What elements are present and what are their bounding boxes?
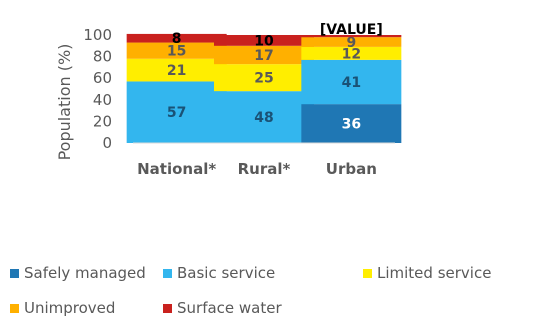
legend-label: Safely managed	[24, 264, 146, 282]
legend-swatch	[163, 268, 172, 278]
bar-segment	[214, 91, 314, 143]
legend-item: Surface water	[163, 299, 282, 317]
legend-swatch	[363, 268, 372, 278]
x-tick-label: Rural*	[238, 160, 291, 178]
y-tick-label: 0	[102, 134, 112, 152]
legend-item: Safely managed	[10, 264, 146, 282]
legend-swatch	[163, 303, 172, 313]
data-label: 25	[254, 71, 273, 87]
data-label: 10	[254, 33, 274, 49]
x-axis: National* Rural* Urban	[133, 142, 395, 178]
data-label: 21	[167, 63, 186, 79]
bar-segment	[214, 45, 314, 65]
bar-segment	[126, 58, 227, 82]
data-label: 41	[342, 75, 361, 91]
data-label: 15	[167, 44, 186, 60]
x-tick-label: Urban	[326, 160, 377, 178]
bar-segment	[126, 81, 227, 143]
bar-segment	[301, 46, 402, 60]
x-tick-label: National*	[137, 160, 216, 178]
data-label: 36	[342, 117, 361, 133]
y-tick-label: 60	[93, 69, 112, 87]
data-label: 8	[172, 31, 182, 47]
bar-segment	[301, 104, 402, 143]
bar-segment	[214, 64, 314, 92]
data-label: 57	[167, 105, 186, 121]
data-label: 17	[254, 48, 273, 64]
y-tick-label: 80	[93, 48, 112, 66]
data-label: 9	[346, 35, 356, 51]
bar-segment	[126, 33, 227, 43]
legend-label: Surface water	[177, 299, 282, 317]
y-tick-label: 20	[93, 112, 112, 130]
data-label: [VALUE]	[320, 22, 383, 38]
legend-item: Unimproved	[10, 299, 115, 317]
bar-segment	[126, 42, 227, 59]
bar-segment	[301, 59, 402, 105]
legend-item: Limited service	[363, 264, 491, 282]
legend-label: Unimproved	[24, 299, 116, 317]
bar-segment	[301, 35, 402, 38]
legend-label: Basic service	[177, 264, 276, 282]
data-label: 12	[342, 46, 361, 62]
bar-segment	[214, 35, 314, 46]
legend-swatch	[10, 303, 19, 313]
y-tick-label: 40	[93, 91, 112, 109]
legend-swatch	[10, 268, 19, 278]
legend-item: Basic service	[163, 264, 275, 282]
bar-segment	[301, 37, 402, 47]
legend-label: Limited service	[377, 264, 492, 282]
y-axis: 0 20 40 60 80 100	[83, 26, 112, 152]
y-tick-label: 100	[83, 26, 112, 44]
y-axis-label: Population (%)	[55, 44, 74, 161]
data-label: 48	[254, 110, 273, 126]
